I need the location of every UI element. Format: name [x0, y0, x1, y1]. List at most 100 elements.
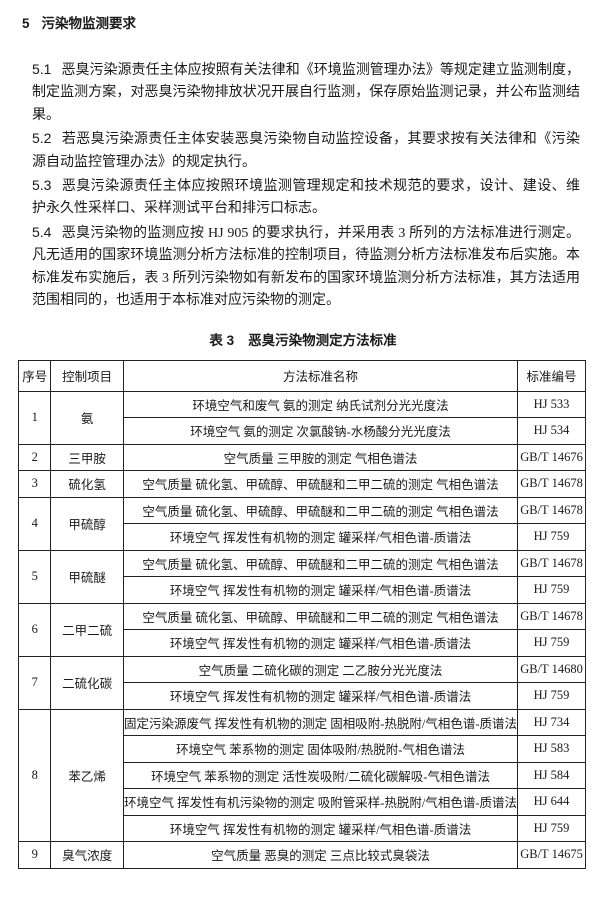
cell-code: HJ 644: [517, 788, 586, 816]
cell-method: 空气质量 恶臭的测定 三点比较式臭袋法: [122, 841, 519, 869]
cell-item: 甲硫醇: [50, 496, 124, 551]
methods-table: 序号 控制项目 方法标准名称 标准编号 1 氨环境空气和废气 氨的测定 纳氏试剂分…: [17, 360, 586, 869]
cell-item: 苯乙烯: [50, 708, 124, 842]
paragraph-text: 果。: [32, 107, 60, 123]
cell-method: 环境空气 苯系物的测定 活性炭吸附/二硫化碳解吸-气相色谱法: [122, 761, 519, 789]
table-row: 环境空气 挥发性有机物的测定 罐采样/气相色谱-质谱法 HJ 759: [19, 629, 586, 657]
table-row: 环境空气 挥发性有机污染物的测定 吸附管采样-热脱附/气相色谱-质谱法 HJ 64…: [19, 788, 586, 816]
cell-no: 9: [17, 841, 52, 869]
paragraph-text: 凡无适用的国家环境监测分析方法标准的控制项目，待监测分析方法标准发布后实施。本: [32, 248, 580, 264]
header-no: 序号: [17, 360, 52, 392]
table-header-row: 序号 控制项目 方法标准名称 标准编号: [17, 360, 586, 392]
cell-no: 2: [17, 443, 52, 471]
table-caption-title: 恶臭污染物测定方法标准: [248, 333, 397, 348]
cell-code: GB/T 14678: [517, 549, 586, 577]
cell-no: 6: [17, 602, 52, 657]
cell-code: HJ 759: [517, 814, 586, 842]
table-row: 环境空气 挥发性有机物的测定 罐采样/气相色谱-质谱法 HJ 759: [19, 814, 586, 842]
cell-code: HJ 583: [517, 735, 586, 763]
cell-method: 空气质量 硫化氢、甲硫醇、甲硫醚和二甲二硫的测定 气相色谱法: [122, 602, 519, 630]
paragraph-line: 标准发布实施后，表 3 所列污染物如有新发布的国家环境监测分析方法标准，其方法适…: [32, 268, 580, 290]
cell-item: 二甲二硫: [50, 602, 124, 657]
table-row: 环境空气 苯系物的测定 活性炭吸附/二硫化碳解吸-气相色谱法 HJ 584: [19, 761, 586, 789]
table-row: 环境空气 氨的测定 次氯酸钠-水杨酸分光光度法 HJ 534: [19, 417, 586, 445]
cell-code: HJ 584: [517, 761, 586, 789]
paragraph: 5.1 恶臭污染源责任主体应按照有关法律和《环境监测管理办法》等规定建立监测制度，…: [32, 58, 580, 127]
cell-item: 二硫化碳: [50, 655, 124, 710]
cell-code: HJ 734: [517, 708, 586, 736]
cell-code: GB/T 14678: [517, 602, 586, 630]
cell-method: 环境空气 苯系物的测定 固体吸附/热脱附-气相色谱法: [122, 735, 519, 763]
table-row: 环境空气 挥发性有机物的测定 罐采样/气相色谱-质谱法 HJ 759: [19, 576, 586, 604]
cell-no: 5: [17, 549, 52, 604]
cell-item: 三甲胺: [50, 443, 124, 471]
cell-no: 4: [17, 496, 52, 551]
cell-method: 环境空气 挥发性有机物的测定 罐采样/气相色谱-质谱法: [122, 523, 519, 551]
cell-code: HJ 759: [517, 576, 586, 604]
paragraph-text: 护永久性采样口、采样测试平台和排污口标志。: [32, 201, 326, 217]
cell-no: 3: [17, 470, 52, 498]
table-row: 2 三甲胺 空气质量 三甲胺的测定 气相色谱法 GB/T 14676: [17, 443, 586, 471]
paragraph-text: 恶臭污染物的监测应按 HJ 905 的要求执行，并采用表 3 所列的方法标准进行…: [61, 225, 580, 241]
header-method: 方法标准名称: [122, 360, 519, 392]
paragraph: 5.2 若恶臭污染源责任主体安装恶臭污染物自动监控设备，其要求按有关法律和《污染源…: [32, 127, 580, 174]
table-row: 3 硫化氢 空气质量 硫化氢、甲硫醇、甲硫醚和二甲二硫的测定 气相色谱法 GB/T 1…: [17, 470, 586, 498]
cell-item: 氨: [50, 390, 124, 445]
cell-code: GB/T 14678: [517, 496, 586, 524]
table-row: 6 二甲二硫 空气质量 硫化氢、甲硫醇、甲硫醚和二甲二硫的测定 气相色谱法 GB/T …: [17, 602, 586, 657]
paragraph-text: 若恶臭污染源责任主体安装恶臭污染物自动监控设备，其要求按有关法律和《污染: [61, 132, 580, 148]
cell-code: GB/T 14678: [517, 470, 586, 498]
paragraph-line: 5.4 恶臭污染物的监测应按 HJ 905 的要求执行，并采用表 3 所列的方法标…: [32, 221, 580, 245]
paragraph-number: 5.3: [32, 177, 52, 194]
table-row: 9 臭气浓度 空气质量 恶臭的测定 三点比较式臭袋法 GB/T 14675: [17, 841, 586, 869]
paragraph-line: 范围相同的，也适用于本标准对应污染物的测定。: [32, 290, 580, 312]
cell-code: HJ 759: [517, 523, 586, 551]
paragraph-line: 源自动监控管理办法》的规定执行。: [32, 152, 580, 174]
cell-method: 环境空气 氨的测定 次氯酸钠-水杨酸分光光度法: [122, 417, 519, 445]
table-row: 4 甲硫醇 空气质量 硫化氢、甲硫醇、甲硫醚和二甲二硫的测定 气相色谱法 GB/T 1…: [17, 496, 586, 551]
cell-code: HJ 533: [517, 390, 586, 418]
paragraph-text: 标准发布实施后，表 3 所列污染物如有新发布的国家环境监测分析方法标准，其方法适…: [32, 270, 580, 286]
cell-no: 7: [17, 655, 52, 710]
paragraphs: 5.1 恶臭污染源责任主体应按照有关法律和《环境监测管理办法》等规定建立监测制度，…: [32, 58, 580, 312]
cell-code: HJ 759: [517, 682, 586, 710]
paragraph-number: 5.4: [32, 223, 52, 240]
paragraph-line: 凡无适用的国家环境监测分析方法标准的控制项目，待监测分析方法标准发布后实施。本: [32, 245, 580, 267]
cell-method: 环境空气和废气 氨的测定 纳氏试剂分光光度法: [122, 390, 519, 418]
paragraph-line: 5.3 恶臭污染源责任主体应按照环境监测管理规定和技术规范的要求，设计、建设、维: [32, 174, 580, 198]
cell-code: GB/T 14675: [517, 841, 586, 869]
paragraph-line: 制定监测方案，对恶臭污染物排放状况开展自行监测，保存原始监测记录，并公布监测结: [32, 82, 580, 104]
cell-method: 环境空气 挥发性有机物的测定 罐采样/气相色谱-质谱法: [122, 576, 519, 604]
table-row: 1 氨环境空气和废气 氨的测定 纳氏试剂分光光度法 HJ 533: [17, 390, 586, 445]
paragraph-line: 5.2 若恶臭污染源责任主体安装恶臭污染物自动监控设备，其要求按有关法律和《污染: [32, 127, 580, 151]
paragraph-number: 5.2: [32, 130, 52, 147]
cell-item: 甲硫醚: [50, 549, 124, 604]
header-item: 控制项目: [50, 360, 124, 392]
cell-method: 空气质量 三甲胺的测定 气相色谱法: [122, 443, 519, 471]
cell-method: 环境空气 挥发性有机物的测定 罐采样/气相色谱-质谱法: [122, 814, 519, 842]
cell-code: HJ 759: [517, 629, 586, 657]
cell-method: 空气质量 硫化氢、甲硫醇、甲硫醚和二甲二硫的测定 气相色谱法: [122, 470, 519, 498]
paragraph-text: 恶臭污染源责任主体应按照有关法律和《环境监测管理办法》等规定建立监测制度，: [61, 63, 580, 78]
section-title: 污染物监测要求: [41, 16, 137, 31]
paragraph-text: 恶臭污染源责任主体应按照环境监测管理规定和技术规范的要求，设计、建设、维: [61, 179, 580, 195]
cell-method: 空气质量 二硫化碳的测定 二乙胺分光光度法: [122, 655, 519, 683]
cell-no: 8: [17, 708, 52, 842]
table-row: 5 甲硫醚 空气质量 硫化氢、甲硫醇、甲硫醚和二甲二硫的测定 气相色谱法 GB/T 1…: [17, 549, 586, 604]
table-caption-number: 表 3: [209, 333, 235, 348]
table-row: 环境空气 苯系物的测定 固体吸附/热脱附-气相色谱法 HJ 583: [19, 735, 586, 763]
paragraph-line: 果。: [32, 105, 580, 127]
cell-method: 环境空气 挥发性有机物的测定 罐采样/气相色谱-质谱法: [122, 682, 519, 710]
paragraph-text: 制定监测方案，对恶臭污染物排放状况开展自行监测，保存原始监测记录，并公布监测结: [32, 85, 580, 101]
paragraph-text: 源自动监控管理办法》的规定执行。: [32, 154, 256, 170]
cell-method: 环境空气 挥发性有机污染物的测定 吸附管采样-热脱附/气相色谱-质谱法: [122, 788, 519, 816]
table-caption: 表 3 恶臭污染物测定方法标准: [0, 329, 606, 349]
section-heading: 5 污染物监测要求: [22, 12, 136, 32]
paragraph-text: 范围相同的，也适用于本标准对应污染物的测定。: [32, 293, 340, 309]
header-code: 标准编号: [517, 360, 586, 392]
cell-method: 空气质量 硫化氢、甲硫醇、甲硫醚和二甲二硫的测定 气相色谱法: [122, 549, 519, 577]
cell-method: 环境空气 挥发性有机物的测定 罐采样/气相色谱-质谱法: [122, 629, 519, 657]
section-number: 5: [22, 16, 30, 31]
paragraph-line: 护永久性采样口、采样测试平台和排污口标志。: [32, 198, 580, 220]
cell-item: 硫化氢: [50, 470, 124, 498]
